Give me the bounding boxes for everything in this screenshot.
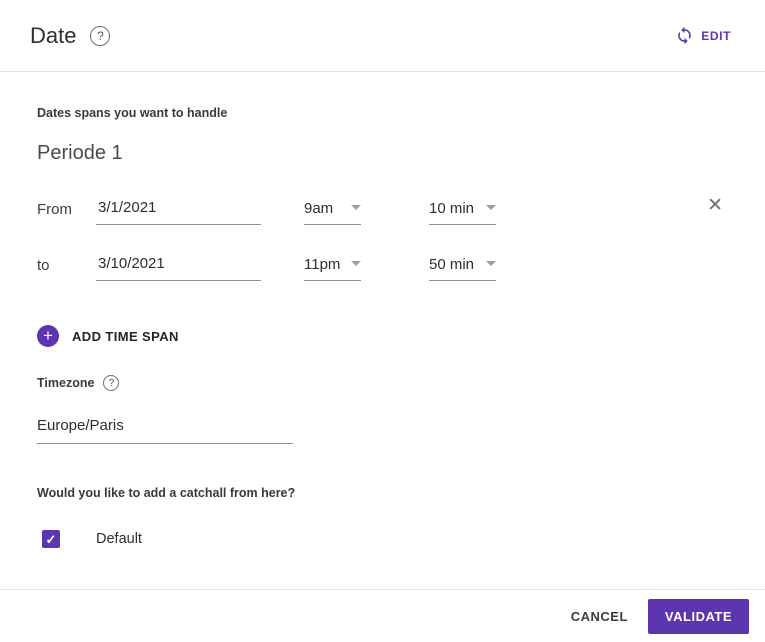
catchall-checkbox-row: ✓ Default [37, 530, 730, 548]
timezone-input[interactable] [37, 417, 293, 434]
dialog-footer: CANCEL VALIDATE [0, 589, 765, 642]
sync-icon [675, 26, 694, 45]
cancel-button[interactable]: CANCEL [557, 599, 642, 634]
chevron-down-icon [351, 261, 361, 266]
close-icon[interactable]: ✕ [707, 196, 723, 215]
to-duration-select[interactable]: 50 min [429, 256, 496, 281]
to-time-select[interactable]: 11pm [304, 256, 361, 281]
from-date-input[interactable] [98, 199, 261, 216]
edit-button[interactable]: EDIT [667, 20, 739, 51]
checkmark-icon: ✓ [45, 531, 57, 547]
timezone-help-icon[interactable]: ? [103, 375, 120, 391]
time-span-row-to: to 11pm 50 min [37, 255, 730, 281]
add-time-span-label: ADD TIME SPAN [72, 328, 179, 344]
dialog-header: Date ? EDIT [0, 0, 765, 72]
help-icon[interactable]: ? [90, 25, 111, 46]
chevron-down-icon [486, 261, 496, 266]
plus-icon-glyph: + [43, 326, 53, 345]
chevron-down-icon [486, 205, 496, 210]
to-duration-value: 50 min [429, 256, 475, 273]
help-icon-glyph: ? [97, 28, 104, 43]
time-span-row-from: From 9am 10 min [37, 199, 730, 225]
default-checkbox[interactable]: ✓ [42, 530, 60, 548]
page-title: Date [30, 22, 77, 48]
section-label: Dates spans you want to handle [37, 106, 228, 120]
help-icon-glyph: ? [108, 377, 115, 389]
to-label: to [37, 257, 50, 274]
header-left: Date ? [30, 22, 111, 49]
from-duration-select[interactable]: 10 min [429, 200, 496, 225]
to-time-value: 11pm [304, 256, 341, 273]
timezone-field-wrap [37, 417, 293, 444]
edit-button-label: EDIT [701, 28, 731, 43]
dialog-body: Dates spans you want to handle Periode 1… [0, 106, 765, 548]
catchall-question: Would you like to add a catchall from he… [37, 486, 296, 500]
default-checkbox-label: Default [96, 531, 142, 547]
from-label: From [37, 201, 72, 218]
close-icon-glyph: ✕ [707, 195, 723, 216]
from-time-select[interactable]: 9am [304, 200, 361, 225]
timezone-label: Timezone [37, 376, 95, 390]
from-time-value: 9am [304, 200, 334, 217]
from-duration-value: 10 min [429, 200, 475, 217]
to-date-field-wrap [96, 255, 261, 281]
plus-icon: + [37, 325, 59, 347]
add-time-span-button[interactable]: + ADD TIME SPAN [37, 325, 179, 347]
validate-button[interactable]: VALIDATE [647, 598, 749, 634]
timezone-label-row: Timezone ? [37, 375, 730, 391]
chevron-down-icon [351, 205, 361, 210]
from-date-field-wrap [96, 199, 261, 225]
to-date-input[interactable] [98, 255, 261, 272]
period-title: Periode 1 [37, 142, 123, 164]
